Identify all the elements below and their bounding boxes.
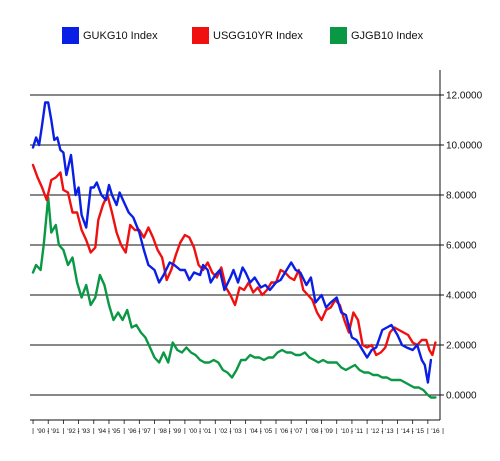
series-line-gjgb10: [31, 196, 437, 399]
x-tick-label: '12 - '13: [371, 428, 394, 435]
grid-lines: [30, 94, 440, 396]
x-tick-label: '06 - '07: [280, 428, 303, 435]
legend-swatch-1: [62, 27, 79, 44]
y-tick-label: 8.0000: [446, 191, 477, 202]
x-tick-label: '10 - '11: [341, 428, 364, 435]
legend: GUKG10 Index USGG10YR Index GJGB10 Index: [62, 27, 424, 44]
legend-label-3: GJGB10 Index: [351, 30, 424, 42]
x-tick-label: '96 - '97: [128, 428, 151, 435]
x-tick-label: '00 - '01: [189, 428, 212, 435]
x-tick-label: '04 - '05: [249, 428, 272, 435]
y-tick-label: 2.0000: [446, 341, 477, 352]
legend-label-2: USGG10YR Index: [213, 30, 303, 42]
x-tick-label: '92 - '93: [67, 428, 90, 435]
legend-label-1: GUKG10 Index: [83, 30, 158, 42]
x-tick-label: '98 - '99: [158, 428, 181, 435]
y-tick-label: 4.0000: [446, 291, 477, 302]
y-tick-label: 6.0000: [446, 241, 477, 252]
series-line-gukg10: [31, 101, 433, 384]
x-tick-label: '08 - '09: [310, 428, 333, 435]
y-axis: 12.0000 10.0000 8.0000 6.0000 4.0000 2.0000 0.…: [439, 70, 483, 420]
series-layer: [31, 101, 437, 399]
y-tick-label: 0.0000: [446, 391, 477, 402]
legend-swatch-3: [330, 27, 347, 44]
x-tick-label: '90 - '91: [37, 428, 60, 435]
legend-swatch-2: [192, 27, 209, 44]
y-tick-label: 10.0000: [446, 141, 483, 152]
x-tick-label: '14 - '15: [401, 428, 424, 435]
series-line-usgg10yr: [31, 163, 437, 357]
x-axis: '90 - '91 '92 - '93 '94 - '95 '96 - '97 '98 …: [30, 419, 444, 435]
x-tick-label: '16: [431, 428, 440, 435]
x-tick-label: '94 - '95: [98, 428, 121, 435]
x-tick-label: '02 - '03: [219, 428, 242, 435]
y-tick-label: 12.0000: [446, 91, 483, 102]
